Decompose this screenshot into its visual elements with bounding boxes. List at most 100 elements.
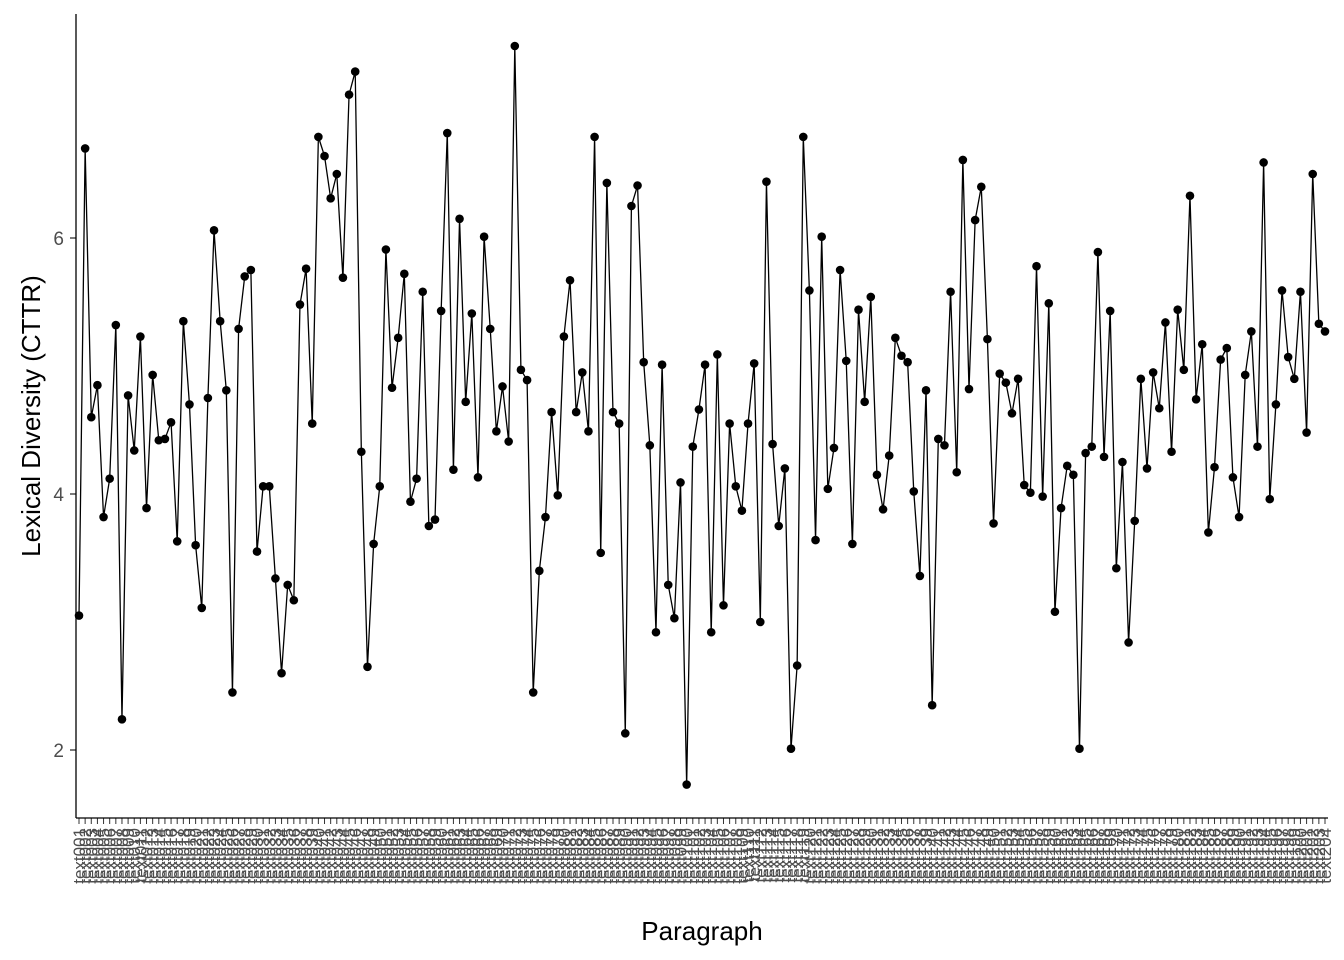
x-tick-label: text132 <box>874 828 893 884</box>
x-tick-label: text065 <box>463 828 482 884</box>
data-point <box>571 407 581 417</box>
data-point <box>1308 169 1318 179</box>
data-point <box>1099 452 1109 462</box>
data-point <box>1044 298 1054 308</box>
data-point <box>645 441 655 450</box>
x-tick-label: text011 <box>131 828 150 883</box>
data-point <box>1204 528 1213 537</box>
data-point <box>608 407 618 417</box>
data-point <box>780 464 790 473</box>
data-point <box>455 214 464 224</box>
data-point <box>1081 448 1090 458</box>
data-point <box>1093 247 1103 257</box>
x-tick-label: text121 <box>807 828 826 884</box>
data-point <box>1179 365 1189 375</box>
x-tick-label: text104 <box>702 828 721 884</box>
x-tick-label: text044 <box>334 828 353 884</box>
x-tick-label: text177 <box>1150 828 1169 884</box>
x-tick-label: text001 <box>70 828 89 884</box>
data-point <box>301 264 311 274</box>
data-point <box>694 405 704 414</box>
data-point <box>970 215 980 225</box>
x-tick-label: text111 <box>745 828 764 881</box>
data-point <box>848 539 857 549</box>
x-tick-label: text133 <box>880 828 899 884</box>
x-tick-label: text101 <box>684 828 703 884</box>
data-point <box>1075 744 1084 754</box>
x-tick-label: text156 <box>1021 828 1040 884</box>
x-tick-label: text113 <box>757 828 776 883</box>
data-point <box>93 380 102 390</box>
x-tick-label: text139 <box>917 828 936 884</box>
x-tick-label: text091 <box>622 828 641 884</box>
x-tick-label: text064 <box>457 828 476 884</box>
data-point <box>884 451 894 460</box>
data-point <box>129 446 139 455</box>
x-tick-label: text035 <box>279 828 298 884</box>
x-tick-label: text010 <box>125 828 144 884</box>
x-tick-label: text003 <box>82 828 101 884</box>
x-tick-label: text180 <box>1169 828 1188 884</box>
data-point <box>277 668 286 678</box>
x-tick-label: text108 <box>727 828 746 884</box>
x-tick-label: text090 <box>616 828 635 884</box>
data-point <box>412 474 421 483</box>
data-point <box>1222 343 1232 353</box>
x-tick-label: text157 <box>1028 828 1047 884</box>
data-point <box>510 41 520 51</box>
data-point <box>578 368 587 377</box>
data-point <box>614 419 624 428</box>
x-tick-label: text173 <box>1126 828 1145 884</box>
x-tick-label: text017 <box>168 828 187 884</box>
data-point <box>166 418 176 427</box>
data-point <box>1105 306 1115 316</box>
data-point <box>1259 158 1268 167</box>
x-tick-label: text019 <box>180 828 199 884</box>
data-point <box>105 474 114 483</box>
x-tick-label: text047 <box>352 828 371 884</box>
x-tick-label: text040 <box>309 828 328 884</box>
data-point <box>903 357 912 367</box>
data-point <box>1069 470 1078 480</box>
x-tick-label: text053 <box>389 828 408 884</box>
data-point <box>706 627 716 637</box>
x-tick-label: text077 <box>536 828 555 884</box>
data-point <box>522 375 532 385</box>
data-point <box>1185 191 1195 201</box>
y-tick-label: 2 <box>53 741 64 762</box>
x-tick-label: text204 <box>1316 828 1335 884</box>
data-point <box>1247 327 1256 336</box>
x-axis-title: Paragraph <box>641 916 762 946</box>
x-tick-label: text072 <box>506 828 525 884</box>
data-point <box>1320 327 1330 336</box>
data-point <box>338 273 348 282</box>
x-tick-label: text056 <box>408 828 427 884</box>
x-tick-label: text141 <box>929 828 948 884</box>
x-tick-label: text127 <box>843 828 862 884</box>
data-point <box>209 226 219 235</box>
data-point <box>651 627 661 637</box>
data-point <box>160 434 170 444</box>
data-point <box>743 419 753 428</box>
x-tick-label: text066 <box>469 828 488 884</box>
data-point <box>1253 442 1262 451</box>
data-point <box>240 272 250 281</box>
x-tick-label: text069 <box>487 828 506 884</box>
x-axis-ticks <box>78 818 1326 824</box>
data-point <box>731 482 741 491</box>
data-point <box>909 487 919 496</box>
x-tick-label: text138 <box>911 828 930 884</box>
data-point <box>976 182 986 192</box>
x-tick-label: text028 <box>236 828 255 884</box>
data-point <box>1087 442 1097 451</box>
data-point <box>1112 563 1121 573</box>
data-point <box>553 490 563 500</box>
data-point <box>283 580 292 590</box>
data-point <box>657 360 667 370</box>
data-point <box>762 177 771 186</box>
data-point <box>1062 461 1072 471</box>
x-tick-label: text021 <box>193 828 212 884</box>
data-point <box>1013 374 1023 384</box>
x-tick-label: text081 <box>561 828 580 884</box>
series-line <box>78 45 1326 785</box>
